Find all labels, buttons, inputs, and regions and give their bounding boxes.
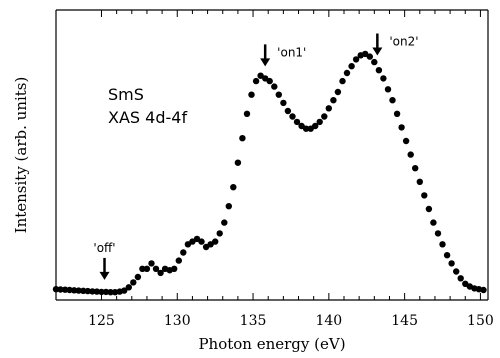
data-point [321, 113, 328, 120]
data-point [402, 137, 410, 145]
data-point [366, 53, 373, 60]
data-point [271, 83, 278, 90]
data-point [275, 91, 282, 98]
inset-label-method: XAS 4d-4f [108, 108, 187, 127]
inset-label-sample: SmS [108, 85, 144, 104]
x-axis-title: Photon energy (eV) [198, 335, 345, 353]
data-point [453, 268, 460, 275]
data-point [457, 275, 464, 282]
data-point [230, 184, 237, 191]
annotation-label: 'off' [93, 241, 115, 255]
data-point [225, 203, 232, 210]
annotation-arrow-head [99, 271, 110, 280]
data-point [334, 88, 342, 96]
data-point [384, 86, 392, 93]
data-point [248, 91, 255, 98]
data-point [448, 260, 455, 267]
data-point [134, 273, 142, 281]
data-point [175, 257, 182, 264]
x-tick-label: 150 [467, 313, 494, 329]
data-point [234, 159, 242, 166]
data-point [375, 67, 383, 74]
data-point [125, 284, 132, 291]
data-point [316, 118, 323, 126]
data-point [352, 56, 360, 63]
data-point [266, 77, 273, 85]
data-point [407, 151, 414, 158]
data-point [98, 288, 105, 296]
annotation-arrow-head [372, 47, 383, 56]
data-point [348, 62, 355, 70]
data-point [157, 269, 164, 277]
data-point [398, 124, 405, 131]
data-point [102, 288, 110, 296]
plot-frame [55, 9, 489, 301]
data-point [93, 288, 101, 295]
data-point [66, 286, 73, 294]
data-point [312, 122, 319, 130]
data-point [480, 286, 487, 294]
data-point [107, 289, 114, 296]
data-point [330, 97, 337, 104]
x-tick-labels: 125 130 135 140 145 150 [88, 313, 494, 329]
x-tick-label: 145 [391, 313, 418, 329]
data-point [198, 238, 205, 245]
data-point [57, 286, 64, 293]
data-point [148, 260, 155, 267]
annotation-arrow-head [260, 58, 271, 67]
y-axis-title: Intensity (arb. units) [12, 77, 30, 234]
data-point [212, 238, 219, 245]
x-tick-label: 140 [315, 313, 342, 329]
data-point [284, 107, 292, 115]
data-point [75, 287, 82, 294]
data-point [302, 125, 310, 132]
data-point [84, 287, 92, 295]
x-tick-label: 135 [240, 313, 267, 329]
data-point [371, 58, 378, 66]
data-point [439, 241, 446, 248]
data-point [430, 219, 437, 226]
data-point [130, 279, 137, 286]
data-point [325, 105, 332, 112]
data-point [143, 265, 151, 272]
data-point [416, 178, 423, 185]
x-tick-label: 125 [88, 313, 115, 329]
data-point [339, 77, 346, 85]
data-point [389, 97, 396, 104]
annotation-label: 'on1' [277, 45, 306, 59]
data-point [139, 265, 146, 272]
data-point [89, 288, 96, 295]
data-point [171, 265, 178, 272]
data-point [152, 265, 160, 272]
annotation-label: 'on2' [389, 35, 418, 49]
data-point [289, 113, 296, 120]
data-point [121, 287, 128, 294]
data-point [280, 99, 287, 107]
data-point [221, 219, 228, 226]
data-point [293, 118, 301, 126]
x-ticks [100, 10, 481, 300]
data-point [425, 205, 433, 213]
data-point [239, 135, 246, 142]
data-point [380, 75, 387, 82]
x-tick-label: 130 [164, 313, 191, 329]
data-points [52, 50, 487, 296]
data-point [443, 252, 451, 259]
data-point [343, 69, 351, 77]
data-point [252, 77, 260, 85]
arrow-annotations: 'off' 'on1' 'on2' [93, 33, 419, 280]
data-point [412, 165, 419, 172]
data-point [243, 110, 251, 118]
data-point [434, 230, 442, 237]
data-point [180, 249, 187, 256]
data-point [216, 230, 223, 237]
data-point [421, 192, 428, 199]
data-point [393, 110, 401, 118]
